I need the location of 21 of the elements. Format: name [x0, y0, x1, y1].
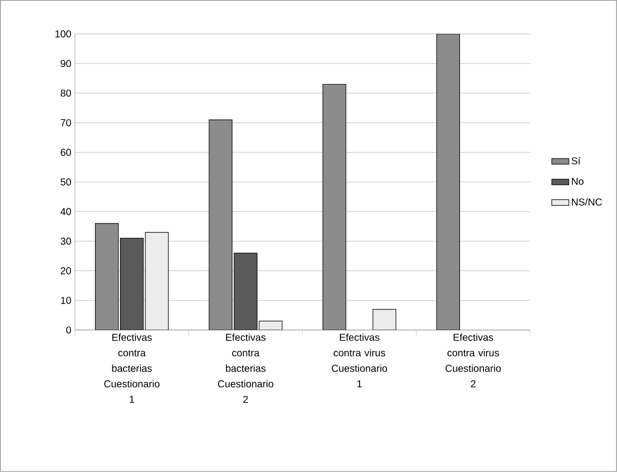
y-tick-label: 90: [60, 60, 72, 68]
y-tick-label: 50: [60, 178, 72, 186]
bar: [372, 309, 396, 330]
y-tick-label: 0: [66, 326, 72, 334]
y-tick-label: 40: [60, 208, 72, 216]
bar: [120, 238, 144, 330]
y-tick-label: 10: [61, 296, 72, 304]
legend-label: Sí: [572, 156, 581, 164]
legend-label: NS/NC: [572, 198, 602, 206]
x-tick-label: Efectivas contra bacterias Cuestionario 1: [104, 334, 160, 403]
legend-label: No: [572, 178, 584, 185]
x-tick-label: Efectivas contra virus Cuestionario 2: [446, 334, 501, 388]
y-tick-label: 100: [55, 30, 72, 38]
x-tick-label: Efectivas contra virus Cuestionario 1: [332, 334, 388, 388]
y-tick-label: 70: [60, 119, 72, 126]
y-tick-label: 60: [60, 148, 72, 156]
y-tick-label: 30: [60, 238, 72, 245]
x-tick-label: Efectivas contra bacterias Cuestionario 2: [218, 334, 274, 403]
bar: [234, 252, 258, 330]
y-tick-label: 20: [60, 267, 72, 274]
y-tick-label: 80: [60, 90, 72, 97]
